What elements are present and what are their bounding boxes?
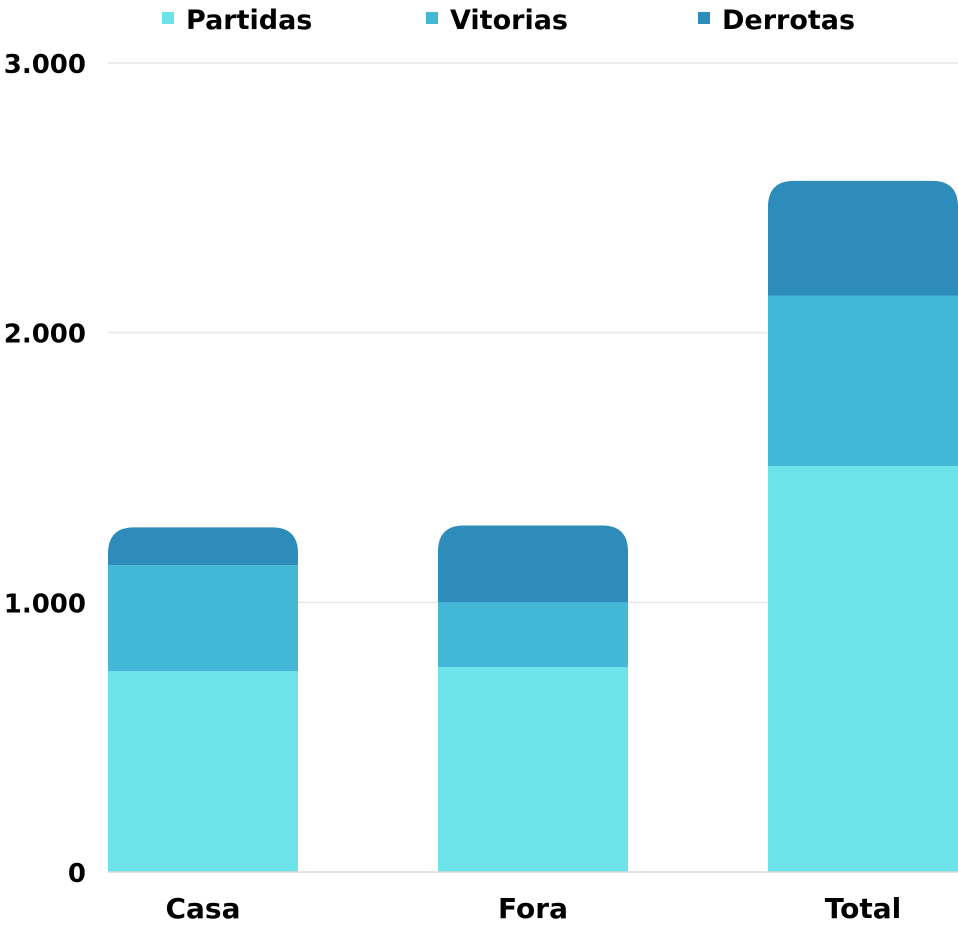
x-axis-labels: Casa Fora Total [165, 892, 901, 925]
legend-swatch [426, 12, 438, 24]
y-tick-label: 0 [68, 859, 86, 889]
bar-fora-partidas [438, 667, 628, 872]
legend-label: Derrotas [722, 5, 855, 36]
legend-label: Vitorias [450, 5, 568, 36]
y-tick-label: 2.000 [4, 320, 86, 350]
x-category-label: Fora [498, 892, 568, 925]
bar-casa-vitorias [108, 565, 298, 672]
bar-total-derrotas [768, 180, 958, 296]
legend: Partidas Vitorias Derrotas [162, 5, 855, 36]
legend-item-partidas: Partidas [162, 5, 312, 36]
legend-item-vitorias: Vitorias [426, 5, 568, 36]
bar-fora-derrotas [438, 525, 628, 603]
bar-total-partidas [768, 466, 958, 872]
legend-item-derrotas: Derrotas [698, 5, 855, 36]
bar-fora-vitorias [438, 602, 628, 668]
bar-casa-partidas [108, 671, 298, 872]
x-category-label: Total [825, 892, 902, 925]
x-category-label: Casa [165, 892, 240, 925]
legend-label: Partidas [186, 5, 312, 36]
y-tick-label: 3.000 [4, 50, 86, 80]
y-axis-ticks: 0 1.000 2.000 3.000 [4, 50, 86, 889]
bar-casa-derrotas [108, 527, 298, 566]
bar-total-vitorias [768, 295, 958, 467]
legend-swatch [162, 12, 174, 24]
legend-swatch [698, 12, 710, 24]
y-tick-label: 1.000 [4, 589, 86, 619]
bars [108, 180, 958, 872]
